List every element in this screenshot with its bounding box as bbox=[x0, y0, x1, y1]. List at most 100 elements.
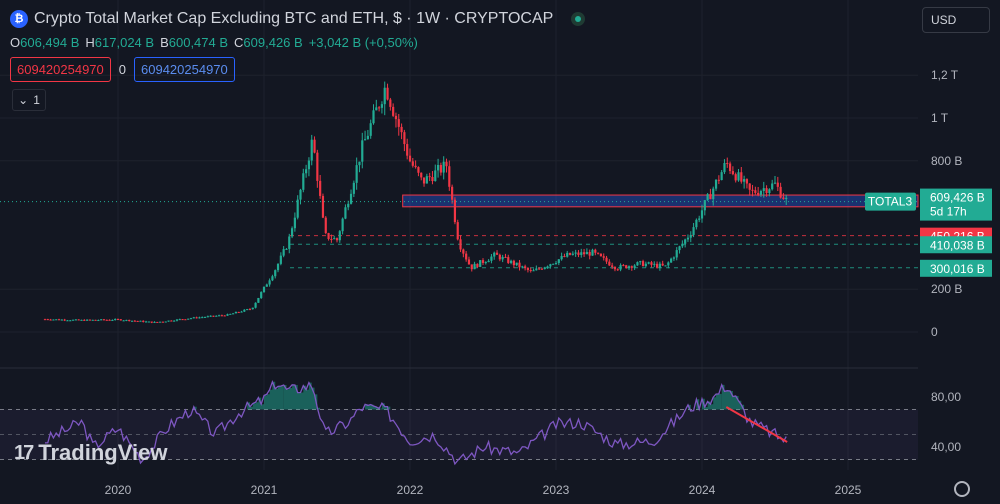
candle-body bbox=[361, 140, 364, 162]
candle-body bbox=[71, 319, 75, 321]
candle-body bbox=[574, 252, 577, 254]
candle-body bbox=[366, 135, 369, 140]
candle-body bbox=[709, 194, 712, 200]
gear-icon[interactable] bbox=[954, 481, 970, 497]
candle-body bbox=[757, 192, 760, 195]
candle-body bbox=[234, 311, 238, 314]
buy-button[interactable]: 609420254970 bbox=[134, 57, 235, 82]
candle-body bbox=[501, 256, 504, 260]
candle-body bbox=[439, 165, 442, 173]
candle-body bbox=[776, 182, 779, 187]
candle-body bbox=[773, 182, 777, 184]
candle-body bbox=[675, 250, 678, 258]
candle-body bbox=[619, 265, 622, 270]
candle-body bbox=[532, 270, 535, 272]
candle-body bbox=[585, 252, 588, 255]
candle-body bbox=[420, 172, 423, 178]
candle-body bbox=[655, 263, 659, 268]
candle-body bbox=[664, 265, 667, 267]
candle-body bbox=[349, 193, 353, 204]
candle-body bbox=[251, 307, 254, 310]
candle-body bbox=[582, 252, 586, 255]
candle-body bbox=[43, 319, 47, 321]
candle-body bbox=[324, 217, 327, 234]
candle-body bbox=[161, 321, 165, 323]
candle-body bbox=[313, 139, 316, 153]
candle-body bbox=[341, 218, 344, 232]
candle-body bbox=[285, 248, 288, 250]
candle-body bbox=[209, 315, 212, 317]
candle-body bbox=[153, 321, 156, 323]
candle-body bbox=[369, 123, 372, 136]
candle-body bbox=[546, 266, 549, 268]
rsi-tick-label: 80,00 bbox=[931, 390, 961, 404]
tradingview-logo[interactable]: 17 TradingView bbox=[14, 440, 167, 466]
candle-body bbox=[243, 309, 246, 312]
candle-body bbox=[731, 171, 734, 175]
candle-body bbox=[608, 261, 611, 266]
candle-body bbox=[167, 320, 170, 322]
candle-body bbox=[335, 238, 339, 241]
candle-body bbox=[358, 161, 361, 166]
supply-zone[interactable] bbox=[402, 194, 919, 208]
sell-button[interactable]: 609420254970 bbox=[10, 57, 111, 82]
candle-body bbox=[487, 260, 490, 263]
market-open-icon[interactable] bbox=[571, 12, 586, 26]
candle-body bbox=[706, 194, 709, 201]
candle-body bbox=[571, 253, 574, 255]
candle-body bbox=[425, 176, 428, 184]
candle-body bbox=[86, 319, 89, 321]
candle-body bbox=[119, 319, 122, 321]
rsi-axis[interactable]: 80,00 40,00 bbox=[931, 390, 961, 454]
candle-body bbox=[524, 266, 527, 268]
order-buttons: 609420254970 0 609420254970 bbox=[10, 57, 235, 82]
candle-body bbox=[125, 319, 128, 321]
candle-body bbox=[178, 319, 181, 321]
candle-body bbox=[465, 253, 468, 260]
candle-body bbox=[271, 276, 274, 281]
candle-body bbox=[518, 262, 521, 268]
candle-body bbox=[274, 270, 277, 277]
level-label: 410,038 B bbox=[930, 238, 985, 252]
candle-body bbox=[383, 87, 386, 105]
candle-body bbox=[69, 320, 72, 322]
candle-body bbox=[692, 227, 695, 235]
low-value: 600,474 B bbox=[168, 35, 229, 50]
candle-body bbox=[116, 319, 120, 321]
candle-body bbox=[779, 186, 782, 198]
candle-body bbox=[139, 320, 142, 322]
candle-body bbox=[338, 231, 341, 241]
candle-body bbox=[622, 265, 625, 267]
candle-body bbox=[310, 139, 313, 161]
candle-body bbox=[543, 267, 546, 270]
candle-body bbox=[422, 177, 426, 184]
rsi-divergence-line[interactable] bbox=[725, 406, 788, 443]
candle-body bbox=[768, 189, 771, 194]
candle-body bbox=[159, 321, 162, 323]
time-axis[interactable]: 2020 2021 2022 2023 2024 2025 bbox=[105, 483, 862, 497]
chart-title[interactable]: Crypto Total Market Cap Excluding BTC an… bbox=[34, 10, 554, 27]
candle-body bbox=[88, 319, 92, 321]
candle-body bbox=[392, 106, 395, 116]
candle-body bbox=[215, 315, 218, 317]
indicators-toggle-button[interactable]: ⌄ 1 bbox=[12, 89, 46, 111]
price-tick-label: 1 T bbox=[931, 111, 949, 125]
candle-body bbox=[333, 238, 336, 240]
candle-body bbox=[257, 297, 260, 303]
candle-body bbox=[745, 179, 749, 184]
candle-body bbox=[467, 259, 471, 265]
candle-body bbox=[60, 319, 63, 321]
currency-select[interactable]: USD bbox=[922, 7, 990, 33]
candle-body bbox=[678, 246, 681, 251]
price-axis[interactable]: 1,2 T 1 T 800 B 200 B 0 bbox=[931, 68, 962, 339]
candle-body bbox=[262, 286, 266, 293]
candle-body bbox=[771, 183, 774, 190]
candle-body bbox=[658, 263, 661, 268]
time-tick-label: 2023 bbox=[543, 483, 570, 497]
last-price-label: 609,426 B bbox=[930, 191, 985, 205]
candle-body bbox=[476, 263, 479, 267]
candle-body bbox=[330, 238, 333, 240]
close-value: 609,426 B bbox=[243, 35, 303, 50]
candle-body bbox=[175, 319, 179, 321]
